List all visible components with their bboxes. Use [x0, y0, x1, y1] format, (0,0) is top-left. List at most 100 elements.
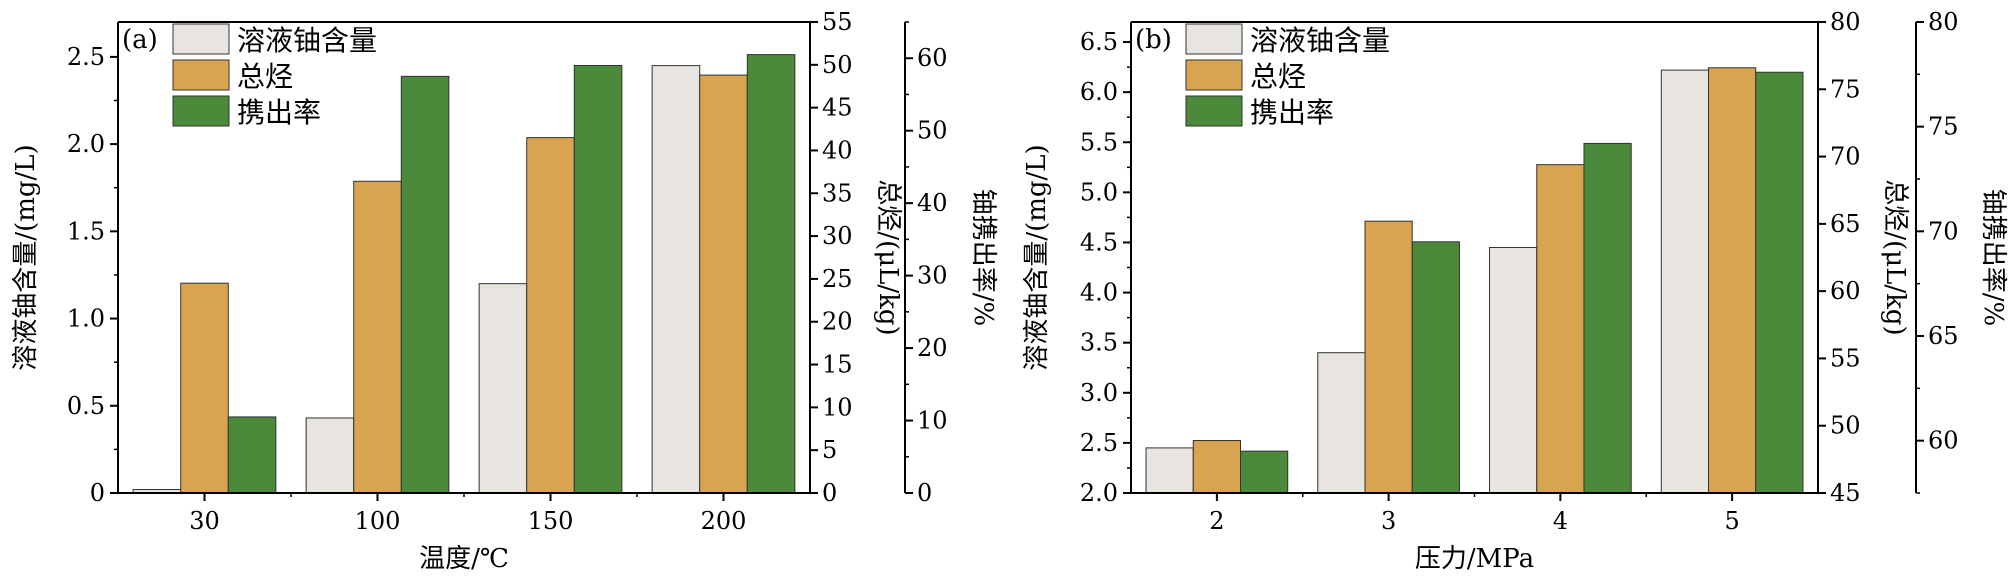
- y3-tick-label: 60: [917, 44, 948, 72]
- y2-tick-label: 80: [1830, 8, 1861, 36]
- y1-tick-label: 2.0: [1080, 479, 1118, 507]
- y1-tick-label: 5.5: [1080, 128, 1118, 156]
- bar-y2-2: [1192, 440, 1241, 494]
- y3-tick-label: 80: [1928, 8, 1959, 36]
- y1-axis-label: 溶液铀含量/(mg/L): [1022, 144, 1052, 370]
- bar-y1-150: [478, 283, 528, 494]
- y2-tick-label: 30: [822, 222, 853, 250]
- x-tick-label: 5: [1724, 507, 1739, 535]
- y2-tick-label: 15: [822, 351, 853, 379]
- bar-y1-200: [651, 65, 701, 494]
- x-axis-label: 温度/℃: [419, 544, 509, 574]
- x-axis-label: 压力/MPa: [1415, 544, 1534, 574]
- bar-y3-4: [1583, 142, 1632, 494]
- legend-entry: 溶液铀含量: [237, 24, 377, 57]
- bar-y3-2: [1239, 450, 1289, 494]
- y1-tick-label: 4.5: [1080, 228, 1118, 256]
- y3-axis-label: 铀携出率/%: [1978, 189, 2008, 326]
- x-tick-label: 200: [701, 507, 747, 535]
- legend-swatch: [172, 23, 230, 55]
- x-tick-label: 100: [355, 507, 401, 535]
- y1-tick-label: 2.5: [67, 43, 105, 71]
- y3-tick-label: 75: [1928, 113, 1959, 141]
- y1-tick-label: 1.0: [67, 305, 105, 333]
- legend-swatch: [172, 59, 230, 91]
- y1-tick-label: 0.5: [67, 392, 105, 420]
- y3-tick-label: 70: [1928, 217, 1959, 245]
- y2-tick-label: 40: [822, 136, 853, 164]
- x-tick-label: 30: [189, 507, 220, 535]
- y2-tick-label: 45: [1830, 479, 1861, 507]
- y1-tick-label: 5.0: [1080, 178, 1118, 206]
- y3-tick-label: 10: [917, 407, 948, 435]
- bar-y2-4: [1536, 164, 1585, 494]
- bar-y1-2: [1145, 447, 1194, 494]
- y1-tick-label: 3.5: [1080, 329, 1118, 357]
- bar-y2-5: [1708, 67, 1757, 494]
- y2-tick-label: 60: [1830, 277, 1861, 305]
- y1-tick-label: 1.5: [67, 217, 105, 245]
- y1-tick-label: 2.0: [67, 130, 105, 158]
- y2-tick-label: 0: [822, 479, 837, 507]
- y1-tick-label: 6.5: [1080, 28, 1118, 56]
- y3-tick-label: 60: [1928, 427, 1959, 455]
- legend-swatch: [1185, 59, 1243, 91]
- y3-axis-label: 铀携出率/%: [968, 189, 998, 326]
- legend-entry: 携出率: [1250, 96, 1334, 129]
- y1-tick-label: 3.0: [1080, 379, 1118, 407]
- legend-entry: 溶液铀含量: [1250, 24, 1390, 57]
- bar-y2-3: [1364, 220, 1413, 494]
- y2-tick-label: 75: [1830, 75, 1861, 103]
- y2-tick-label: 20: [822, 308, 853, 336]
- y2-tick-label: 45: [822, 94, 853, 122]
- y1-axis-label: 溶液铀含量/(mg/L): [11, 144, 41, 370]
- chart-panel-b: 2.02.53.03.54.04.55.05.56.06.54550556065…: [1022, 8, 2008, 574]
- y3-tick-label: 30: [917, 262, 948, 290]
- bar-y3-3: [1411, 241, 1460, 494]
- legend-swatch: [172, 95, 230, 127]
- y2-tick-label: 10: [822, 393, 853, 421]
- legend-swatch: [1185, 95, 1243, 127]
- x-tick-label: 2: [1209, 507, 1224, 535]
- y2-axis-label: 总烃/(μL/kg): [873, 179, 903, 335]
- legend-swatch: [1185, 23, 1243, 55]
- y1-tick-label: 6.0: [1080, 78, 1118, 106]
- x-tick-label: 4: [1553, 507, 1568, 535]
- x-tick-label: 3: [1381, 507, 1396, 535]
- bar-y1-5: [1660, 69, 1710, 494]
- y1-tick-label: 0: [90, 479, 105, 507]
- y2-axis-label: 总烃/(μL/kg): [1880, 179, 1910, 335]
- bar-y3-100: [400, 75, 450, 494]
- y2-tick-label: 55: [822, 8, 853, 36]
- y2-tick-label: 5: [822, 436, 837, 464]
- y2-tick-label: 50: [1830, 412, 1861, 440]
- bar-y1-3: [1317, 352, 1366, 494]
- y3-tick-label: 20: [917, 334, 948, 362]
- bar-y3-5: [1755, 71, 1804, 494]
- y1-tick-label: 2.5: [1080, 429, 1118, 457]
- panel-label: (b): [1135, 25, 1172, 55]
- y2-tick-label: 50: [822, 51, 853, 79]
- y2-tick-label: 35: [822, 179, 853, 207]
- y2-tick-label: 25: [822, 265, 853, 293]
- legend-entry: 携出率: [237, 96, 321, 129]
- chart-panel-a: 0 0.5 1.0 1.5 2.0 2.5 0 5 10 15 20 25 30 35 40 45 50 55 0 1…: [11, 8, 998, 574]
- y3-tick-label: 0: [917, 479, 932, 507]
- y3-tick-label: 65: [1928, 322, 1959, 350]
- bar-y2-100: [353, 180, 402, 494]
- y2-tick-label: 55: [1830, 344, 1861, 372]
- legend-entry: 总烃: [1250, 60, 1306, 93]
- y1-tick-label: 4.0: [1080, 279, 1118, 307]
- y2-tick-label: 70: [1830, 143, 1861, 171]
- bar-y2-200: [699, 74, 748, 494]
- bar-y2-150: [526, 137, 575, 494]
- bar-y3-200: [746, 54, 796, 494]
- bar-y3-30: [227, 416, 277, 494]
- bar-y3-150: [573, 64, 623, 494]
- bar-y2-30: [180, 282, 229, 494]
- y2-tick-label: 65: [1830, 210, 1861, 238]
- bar-y1-4: [1489, 246, 1538, 494]
- legend-entry: 总烃: [237, 60, 293, 93]
- bar-y1-100: [305, 417, 355, 494]
